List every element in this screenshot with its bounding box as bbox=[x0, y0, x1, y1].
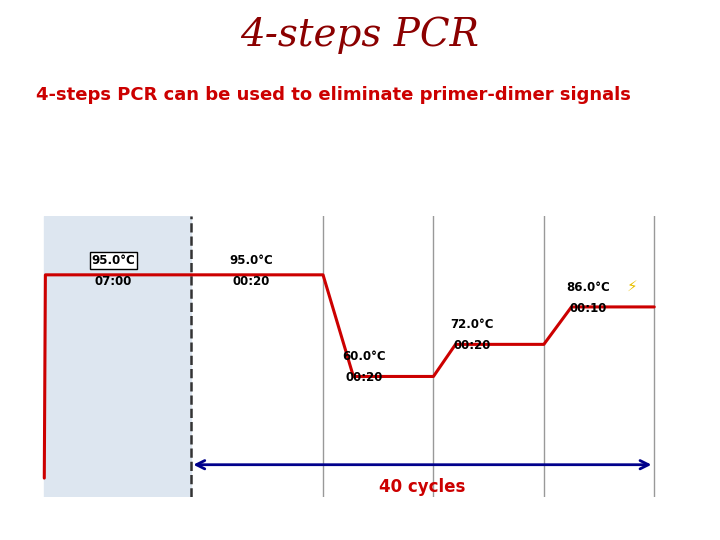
Text: 95.0°C: 95.0°C bbox=[230, 254, 273, 267]
Text: 72.0°C: 72.0°C bbox=[450, 318, 494, 331]
Bar bbox=[45, 216, 191, 497]
Text: 95.0°C: 95.0°C bbox=[91, 254, 135, 267]
Text: 00:20: 00:20 bbox=[233, 275, 270, 288]
Text: 07:00: 07:00 bbox=[94, 275, 132, 288]
Text: 60.0°C: 60.0°C bbox=[343, 350, 386, 363]
Text: 86.0°C: 86.0°C bbox=[566, 281, 610, 294]
Text: 00:10: 00:10 bbox=[570, 302, 607, 315]
Text: 00:20: 00:20 bbox=[346, 372, 383, 384]
Text: ⚡: ⚡ bbox=[626, 279, 637, 294]
Text: 40 cycles: 40 cycles bbox=[379, 478, 466, 496]
Text: 00:20: 00:20 bbox=[454, 339, 491, 353]
Text: 4-steps PCR: 4-steps PCR bbox=[240, 16, 480, 53]
Text: 4-steps PCR can be used to eliminate primer-dimer signals: 4-steps PCR can be used to eliminate pri… bbox=[36, 86, 631, 104]
